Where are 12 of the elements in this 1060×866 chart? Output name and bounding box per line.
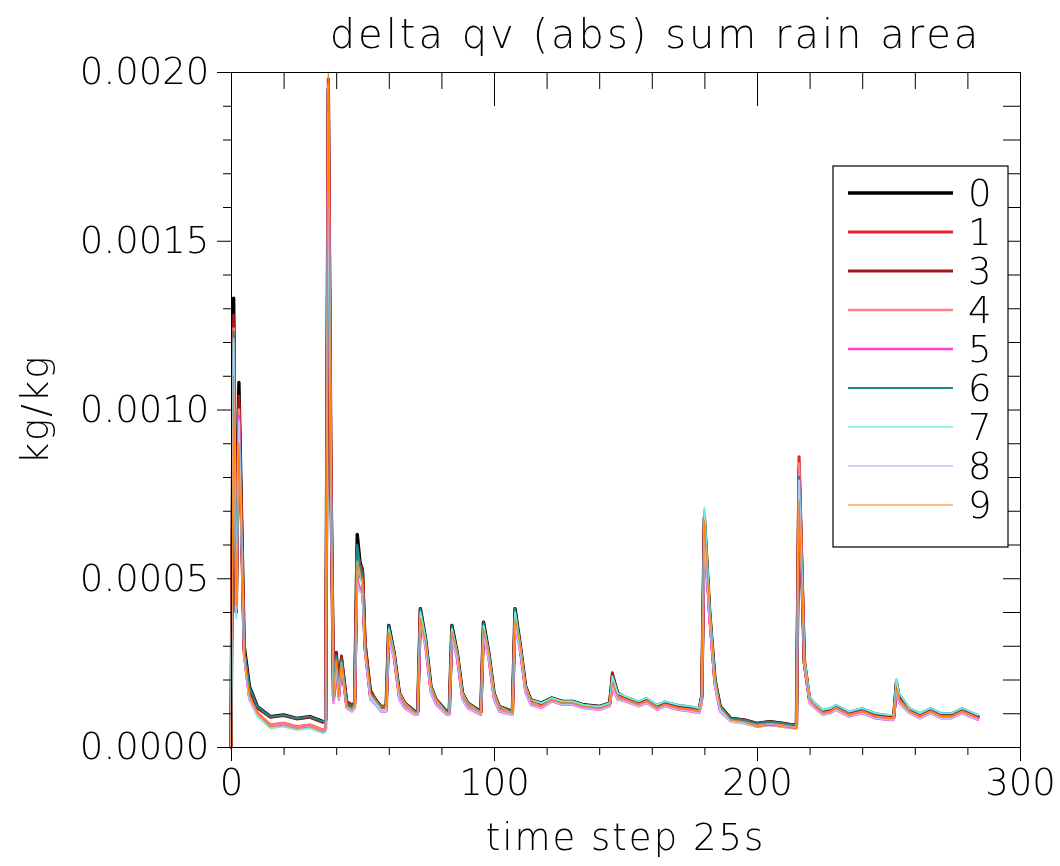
x-axis-title: time step 25s — [485, 816, 766, 859]
y-tick-label: 0.0015 — [79, 219, 210, 263]
y-tick-label: 0.0005 — [79, 556, 210, 600]
x-tick-label: 300 — [985, 760, 1056, 804]
chart-title: delta qv (abs) sum rain area — [329, 11, 982, 57]
x-tick-label: 0 — [219, 760, 244, 804]
y-tick-label: 0.0000 — [79, 725, 210, 769]
y-axis-title: kg/kg — [14, 354, 57, 465]
x-tick-label: 200 — [722, 760, 793, 804]
x-tick-label: 100 — [459, 760, 530, 804]
y-tick-label: 0.0020 — [79, 50, 210, 94]
y-tick-label: 0.0010 — [79, 387, 210, 431]
